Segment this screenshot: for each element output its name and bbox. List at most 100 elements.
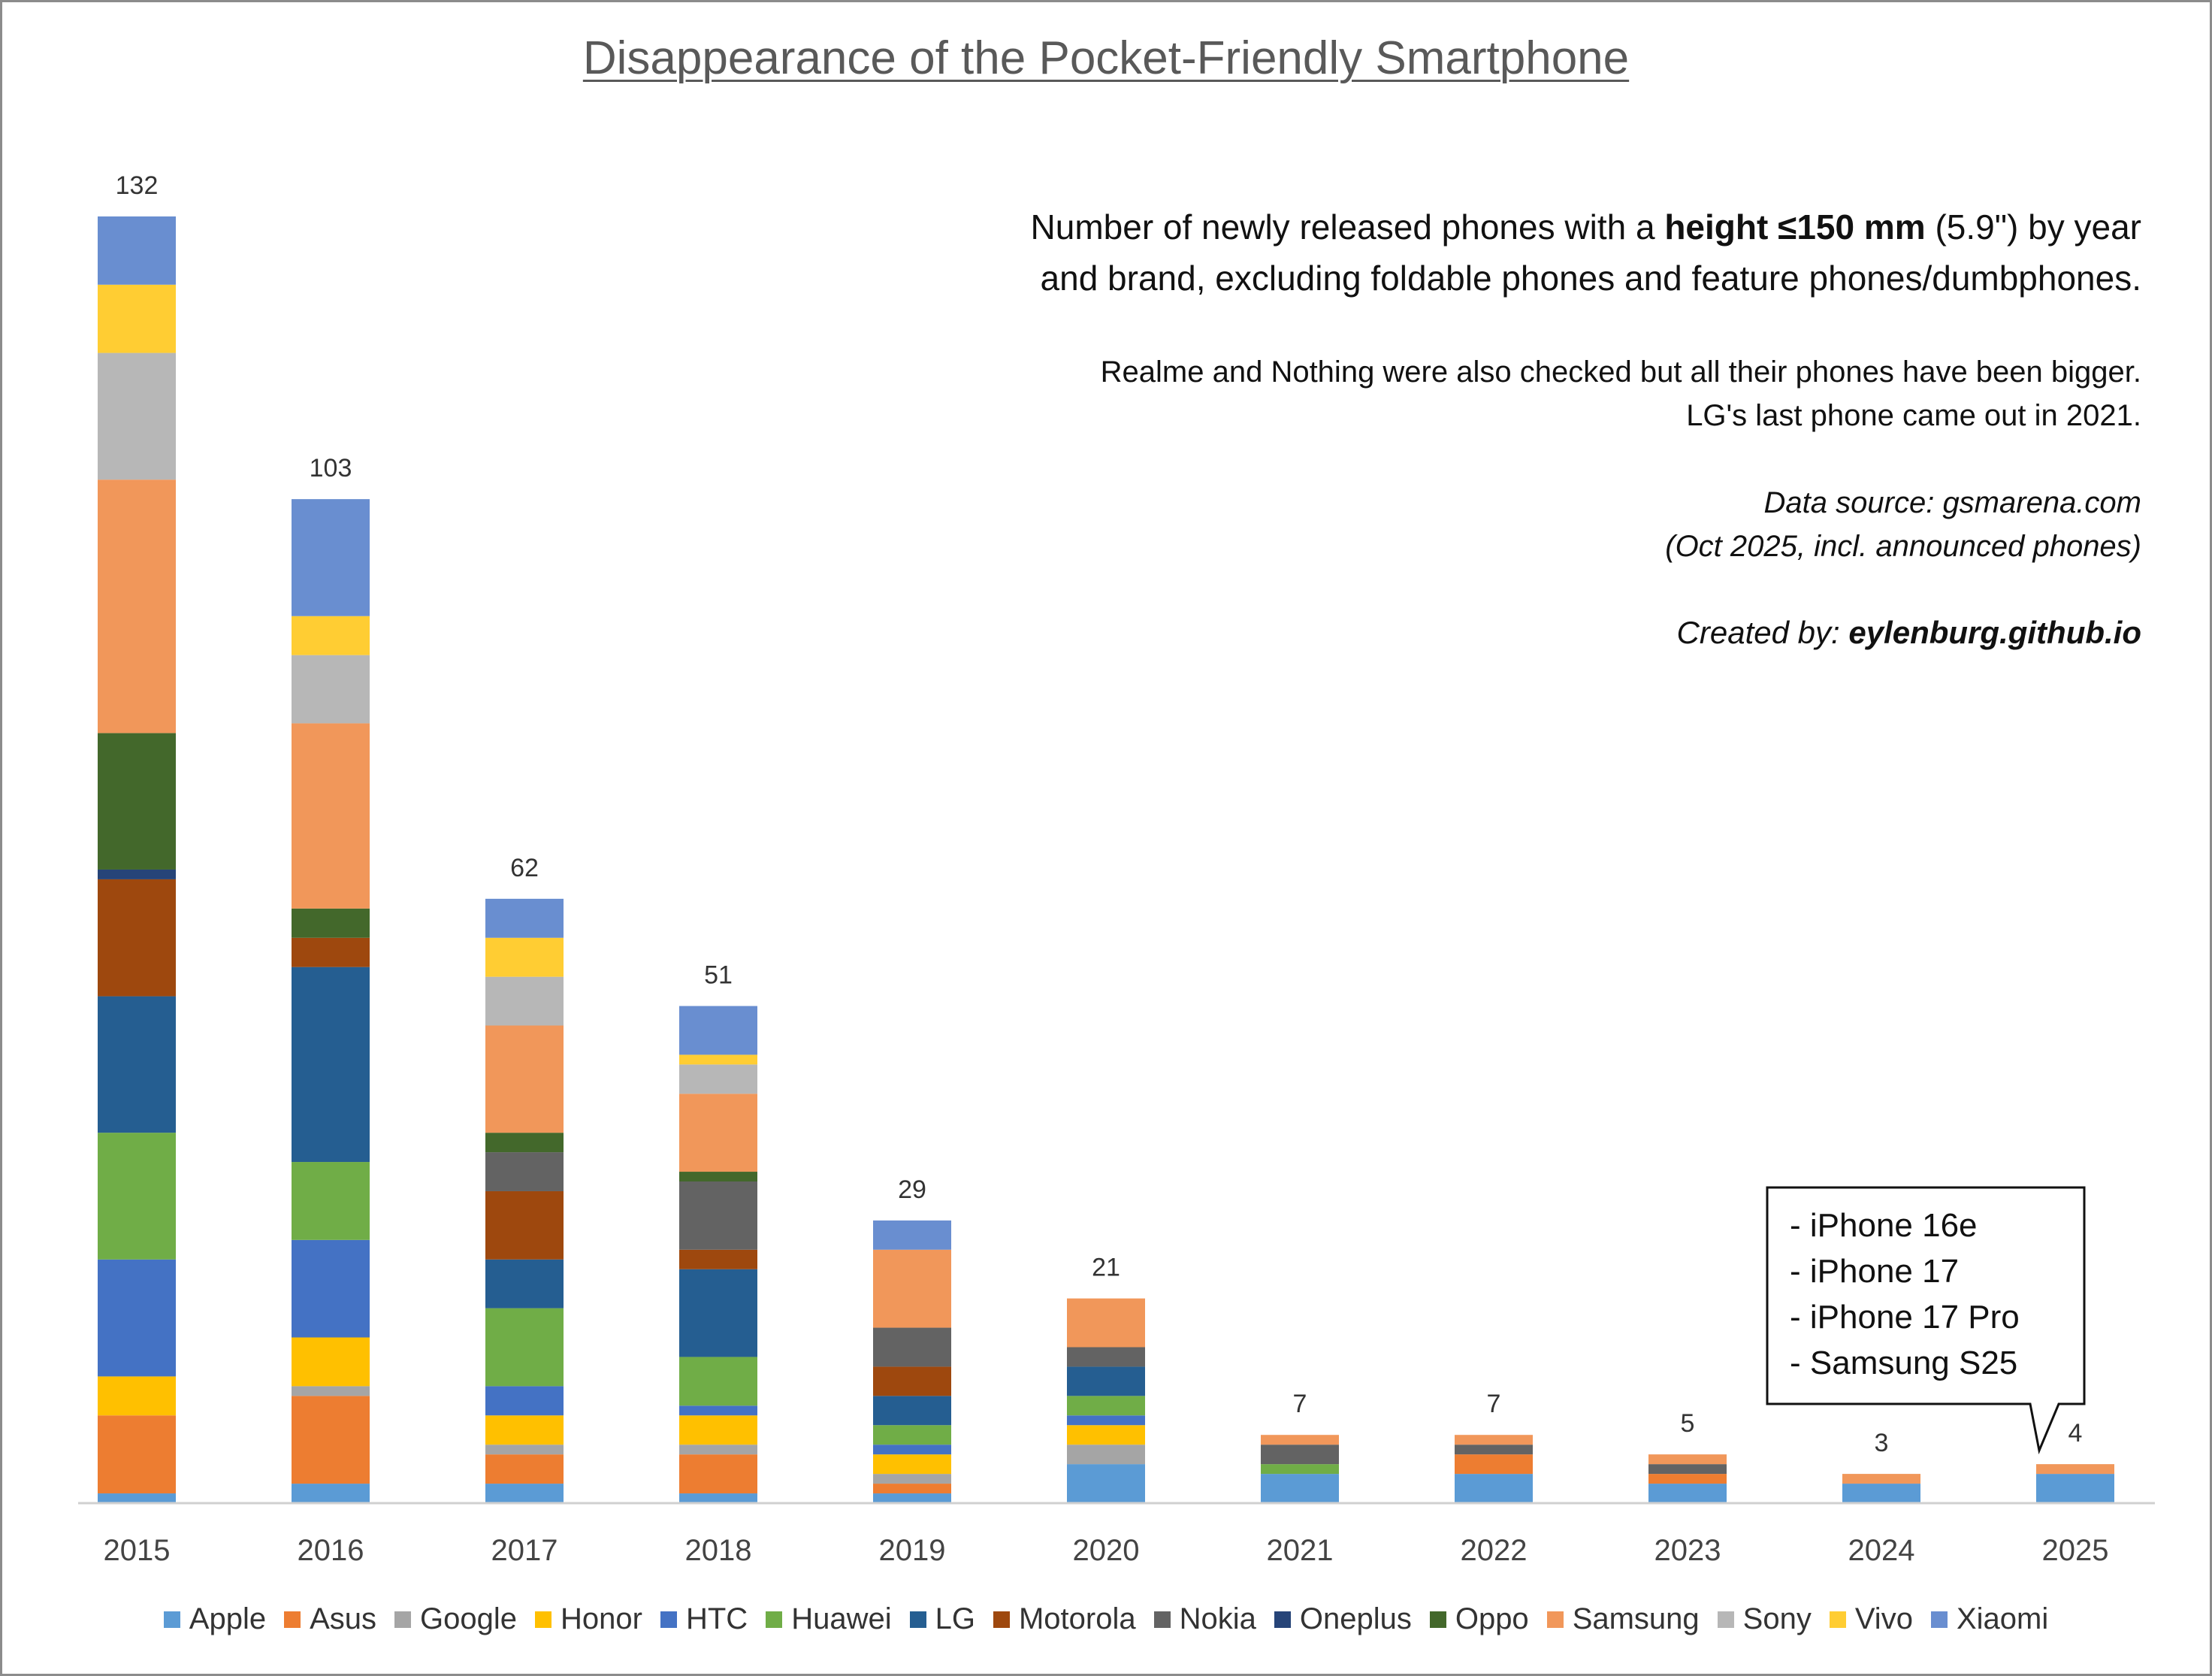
legend-label: Oppo: [1455, 1602, 1529, 1635]
callout-item: - iPhone 17 Pro: [1790, 1299, 2020, 1336]
legend-swatch: [1546, 1611, 1564, 1628]
bar-honor-2019: [873, 1454, 951, 1475]
legend-item-lg: LG: [909, 1602, 975, 1636]
legend-swatch: [1153, 1611, 1171, 1628]
legend-item-asus: Asus: [284, 1602, 376, 1636]
x-tick-group: 2015 2016 2017 2018 2019 2020 2021 2022 2023 2024…: [104, 1534, 2109, 1567]
total-label-2022: 7: [1487, 1390, 1501, 1418]
total-label-2020: 21: [1092, 1254, 1120, 1282]
bar-google-2018: [679, 1445, 757, 1455]
bar-samsung-2015: [98, 480, 176, 734]
bar-xiaomi-2018: [679, 1006, 757, 1055]
bar-stack-group: [98, 216, 2114, 1503]
bar-xiaomi-2017: [485, 898, 564, 938]
bar-vivo-2016: [292, 616, 370, 655]
x-tick-2017: 2017: [491, 1534, 558, 1567]
total-label-2018: 51: [704, 961, 733, 990]
legend-swatch: [766, 1611, 783, 1628]
bar-htc-2019: [873, 1445, 951, 1455]
bar-samsung-2019: [873, 1249, 951, 1328]
legend-label: Apple: [189, 1602, 267, 1635]
legend-label: Motorola: [1018, 1602, 1136, 1635]
bar-asus-2016: [292, 1396, 370, 1484]
callout-item: - iPhone 16e: [1790, 1207, 1978, 1244]
bar-apple-2019: [873, 1493, 951, 1503]
bar-htc-2016: [292, 1239, 370, 1338]
x-tick-2024: 2024: [1848, 1534, 1915, 1567]
legend-swatch: [1274, 1611, 1291, 1628]
chart-notes: Realme and Nothing were also checked but…: [864, 350, 2141, 437]
bar-google-2016: [292, 1386, 370, 1396]
legend-item-vivo: Vivo: [1829, 1602, 1913, 1636]
bar-huawei-2019: [873, 1425, 951, 1445]
bar-nokia-2020: [1067, 1347, 1145, 1367]
bar-asus-2018: [679, 1454, 757, 1494]
bar-oppo-2018: [679, 1172, 757, 1181]
bar-honor-2016: [292, 1337, 370, 1387]
bar-asus-2022: [1455, 1454, 1533, 1475]
bar-xiaomi-2015: [98, 216, 176, 285]
callout-item: - iPhone 17: [1790, 1253, 1960, 1290]
bar-samsung-2024: [1842, 1474, 1920, 1484]
bar-huawei-2015: [98, 1133, 176, 1260]
x-tick-2018: 2018: [685, 1534, 752, 1567]
legend-item-htc: HTC: [660, 1602, 748, 1636]
legend-swatch: [1930, 1611, 1948, 1628]
total-label-2025: 4: [2068, 1419, 2083, 1448]
bar-samsung-2022: [1455, 1435, 1533, 1445]
description-line-1: Number of newly released phones with a h…: [1030, 207, 2141, 247]
legend-swatch: [1429, 1611, 1446, 1628]
legend-label: Sony: [1742, 1602, 1812, 1635]
description-line-2: and brand, excluding foldable phones and…: [1040, 259, 2141, 298]
x-tick-2016: 2016: [298, 1534, 364, 1567]
bar-apple-2022: [1455, 1474, 1533, 1503]
legend-label: Oneplus: [1299, 1602, 1412, 1635]
bar-apple-2015: [98, 1493, 176, 1503]
bar-nokia-2019: [873, 1327, 951, 1367]
x-tick-2020: 2020: [1073, 1534, 1140, 1567]
total-label-2019: 29: [898, 1175, 926, 1204]
total-label-2017: 62: [510, 854, 539, 882]
credit-name: eylenburg.github.io: [1848, 615, 2141, 650]
legend-swatch: [284, 1611, 301, 1628]
bar-honor-2020: [1067, 1425, 1145, 1445]
callout-bubble: [1766, 1186, 2086, 1455]
bar-huawei-2018: [679, 1357, 757, 1406]
x-tick-2019: 2019: [879, 1534, 946, 1567]
legend-label: HTC: [685, 1602, 748, 1635]
bar-apple-2017: [485, 1484, 564, 1503]
bar-motorola-2018: [679, 1249, 757, 1269]
x-tick-2023: 2023: [1654, 1534, 1721, 1567]
bar-google-2019: [873, 1474, 951, 1484]
bar-samsung-2023: [1648, 1454, 1727, 1465]
bar-samsung-2018: [679, 1094, 757, 1172]
legend-label: Google: [420, 1602, 518, 1635]
chart-title: Disappearance of the Pocket-Friendly Sma…: [582, 32, 1630, 84]
total-label-2016: 103: [310, 454, 352, 483]
callout-2025: - iPhone 16e - iPhone 17 - iPhone 17 Pro…: [1767, 1187, 2084, 1404]
bar-huawei-2020: [1067, 1396, 1145, 1416]
legend-item-samsung: Samsung: [1546, 1602, 1700, 1636]
legend-item-apple: Apple: [163, 1602, 267, 1636]
legend-swatch: [909, 1611, 926, 1628]
legend-label: Honor: [561, 1602, 642, 1635]
bar-lg-2020: [1067, 1366, 1145, 1396]
bar-apple-2023: [1648, 1484, 1727, 1503]
bar-motorola-2016: [292, 937, 370, 967]
chart-description: Number of newly released phones with a h…: [864, 201, 2141, 304]
total-label-group: 132 103 62 51 29 21 7 7 5 3 4: [116, 171, 2083, 1457]
bar-apple-2020: [1067, 1464, 1145, 1503]
bar-samsung-2025: [2036, 1464, 2114, 1475]
x-tick-2021: 2021: [1267, 1534, 1334, 1567]
legend-swatch: [660, 1611, 677, 1628]
total-label-2015: 132: [116, 171, 159, 200]
bar-google-2017: [485, 1445, 564, 1455]
bar-honor-2017: [485, 1415, 564, 1445]
bar-huawei-2016: [292, 1162, 370, 1240]
legend-label: Nokia: [1179, 1602, 1256, 1635]
legend-swatch: [535, 1611, 552, 1628]
legend-label: Huawei: [791, 1602, 892, 1635]
bar-lg-2015: [98, 996, 176, 1133]
legend-item-honor: Honor: [535, 1602, 642, 1636]
